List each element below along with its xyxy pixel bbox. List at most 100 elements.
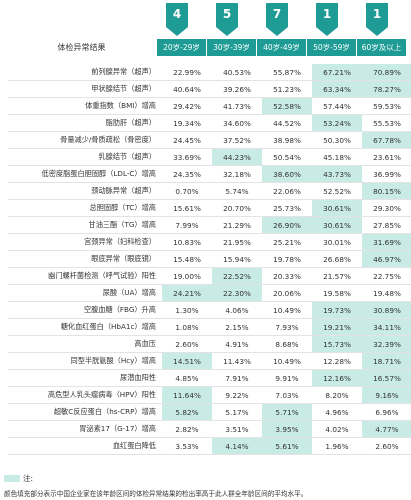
value-cell: 19.58% bbox=[312, 284, 362, 302]
value-cell: 3.95% bbox=[262, 420, 312, 438]
table-row: 骨量减少/骨质疏松（骨密度） 24.45% 37.52% 38.98% 50.30% 67… bbox=[8, 131, 411, 149]
table-row: 眼底异常（眼底镜） 15.48% 15.94% 19.78% 26.68% 46.97% bbox=[8, 250, 411, 268]
table-row: 尿酸（UA）增高 24.21% 22.30% 20.06% 19.58% 19.48% bbox=[8, 284, 411, 302]
row-label: 空腹血糖（FBG）升高 bbox=[8, 301, 162, 319]
value-cell: 4.77% bbox=[362, 420, 411, 438]
table-row: 幽门螺杆菌检测（呼气试验）阳性 19.00% 22.52% 20.33% 21.57% 2… bbox=[8, 267, 411, 285]
table-row: 前列腺异常（超声） 22.99% 40.53% 55.87% 67.21% 70.89% bbox=[8, 64, 411, 81]
table-row: 胃泌素17（G-17）增高 2.82% 3.51% 3.95% 4.02% 4.77% bbox=[8, 420, 411, 438]
table-row: 糖化血红蛋白（HbA1c）增高 1.08% 2.15% 7.93% 19.21% 34.1… bbox=[8, 318, 411, 336]
value-cell: 32.18% bbox=[212, 165, 262, 183]
column-header-20-29: 20岁-29岁 bbox=[156, 39, 206, 56]
count-marker: 5 bbox=[216, 3, 238, 36]
value-cell: 10.49% bbox=[262, 352, 312, 370]
value-cell: 10.49% bbox=[262, 301, 312, 319]
value-cell: 15.61% bbox=[162, 199, 212, 217]
row-label: 高危型人乳头瘤病毒（HPV）阳性 bbox=[8, 386, 162, 404]
value-cell: 19.21% bbox=[312, 318, 362, 336]
table-row: 总胆固醇（TC）增高 15.61% 20.70% 25.73% 30.61% 29.30% bbox=[8, 199, 411, 217]
count-marker-value: 7 bbox=[272, 7, 282, 21]
value-cell: 15.48% bbox=[162, 250, 212, 268]
value-cell: 25.73% bbox=[262, 199, 312, 217]
table-row: 颈动脉异常（超声） 0.70% 5.74% 22.06% 52.52% 80.15% bbox=[8, 182, 411, 200]
value-cell: 44.23% bbox=[212, 148, 262, 166]
value-cell: 24.21% bbox=[162, 284, 212, 302]
value-cell: 7.91% bbox=[212, 369, 262, 387]
count-marker: 1 bbox=[316, 3, 338, 36]
value-cell: 1.96% bbox=[312, 437, 362, 455]
marker-icon bbox=[366, 3, 388, 36]
value-cell: 8.20% bbox=[312, 386, 362, 404]
row-label: 超敏C反应蛋白（hs-CRP）增高 bbox=[8, 403, 162, 421]
value-cell: 57.44% bbox=[312, 97, 362, 115]
table-row: 尿潜血阳性 4.85% 7.91% 9.91% 12.16% 16.57% bbox=[8, 369, 411, 387]
value-cell: 59.53% bbox=[362, 97, 411, 115]
row-label: 尿酸（UA）增高 bbox=[8, 284, 162, 302]
value-cell: 55.87% bbox=[262, 64, 312, 81]
marker-icon bbox=[166, 3, 188, 36]
value-cell: 51.23% bbox=[262, 80, 312, 98]
value-cell: 5.71% bbox=[262, 403, 312, 421]
value-cell: 5.61% bbox=[262, 437, 312, 455]
count-marker-value: 1 bbox=[322, 7, 332, 21]
value-cell: 14.51% bbox=[162, 352, 212, 370]
value-cell: 3.51% bbox=[212, 420, 262, 438]
value-cell: 40.53% bbox=[212, 64, 262, 81]
marker-icon bbox=[266, 3, 288, 36]
row-label: 甲状腺结节（超声） bbox=[8, 80, 162, 98]
note-color-swatch bbox=[4, 475, 20, 482]
value-cell: 52.58% bbox=[262, 97, 312, 115]
table-row: 体重指数（BMI）增高 29.42% 41.73% 52.58% 57.44% 59.53… bbox=[8, 97, 411, 115]
value-cell: 27.85% bbox=[362, 216, 411, 234]
value-cell: 5.82% bbox=[162, 403, 212, 421]
value-cell: 15.94% bbox=[212, 250, 262, 268]
value-cell: 9.16% bbox=[362, 386, 411, 404]
value-cell: 12.28% bbox=[312, 352, 362, 370]
column-header-40-49: 40岁-49岁 bbox=[256, 39, 306, 56]
value-cell: 19.34% bbox=[162, 114, 212, 132]
value-cell: 52.52% bbox=[312, 182, 362, 200]
value-cell: 4.06% bbox=[212, 301, 262, 319]
row-label: 尿潜血阳性 bbox=[8, 369, 162, 387]
row-label: 同型半胱氨酸（Hcy）增高 bbox=[8, 352, 162, 370]
value-cell: 29.30% bbox=[362, 199, 411, 217]
row-label: 糖化血红蛋白（HbA1c）增高 bbox=[8, 318, 162, 336]
table-row: 高血压 2.60% 4.91% 8.68% 15.73% 32.39% bbox=[8, 335, 411, 353]
count-marker: 7 bbox=[266, 3, 288, 36]
value-cell: 7.03% bbox=[262, 386, 312, 404]
row-label: 胃泌素17（G-17）增高 bbox=[8, 420, 162, 438]
row-label: 甘油三酯（TG）增高 bbox=[8, 216, 162, 234]
value-cell: 21.29% bbox=[212, 216, 262, 234]
value-cell: 4.85% bbox=[162, 369, 212, 387]
value-cell: 50.30% bbox=[312, 131, 362, 149]
value-cell: 26.68% bbox=[312, 250, 362, 268]
value-cell: 55.53% bbox=[362, 114, 411, 132]
value-cell: 29.42% bbox=[162, 97, 212, 115]
value-cell: 30.01% bbox=[312, 233, 362, 251]
value-cell: 11.64% bbox=[162, 386, 212, 404]
value-cell: 19.78% bbox=[262, 250, 312, 268]
row-label: 低密度脂蛋白胆固醇（LDL-C）增高 bbox=[8, 165, 162, 183]
value-cell: 22.52% bbox=[212, 267, 262, 285]
value-cell: 1.08% bbox=[162, 318, 212, 336]
value-cell: 40.64% bbox=[162, 80, 212, 98]
value-cell: 43.73% bbox=[312, 165, 362, 183]
value-cell: 24.45% bbox=[162, 131, 212, 149]
value-cell: 22.99% bbox=[162, 64, 212, 81]
row-label: 脂肪肝（超声） bbox=[8, 114, 162, 132]
row-label: 高血压 bbox=[8, 335, 162, 353]
row-label: 颈动脉异常（超声） bbox=[8, 182, 162, 200]
value-cell: 41.73% bbox=[212, 97, 262, 115]
row-label: 体重指数（BMI）增高 bbox=[8, 97, 162, 115]
value-cell: 2.82% bbox=[162, 420, 212, 438]
value-cell: 0.70% bbox=[162, 182, 212, 200]
value-cell: 18.71% bbox=[362, 352, 411, 370]
value-cell: 30.61% bbox=[312, 199, 362, 217]
value-cell: 19.48% bbox=[362, 284, 411, 302]
count-marker-value: 5 bbox=[222, 7, 232, 21]
table-row: 同型半胱氨酸（Hcy）增高 14.51% 11.43% 10.49% 12.28% 18.… bbox=[8, 352, 411, 370]
value-cell: 30.61% bbox=[312, 216, 362, 234]
table-row: 宫颈异常（妇科检查） 10.83% 21.95% 25.21% 30.01% 31.69% bbox=[8, 233, 411, 251]
value-cell: 46.97% bbox=[362, 250, 411, 268]
row-label: 骨量减少/骨质疏松（骨密度） bbox=[8, 131, 162, 149]
